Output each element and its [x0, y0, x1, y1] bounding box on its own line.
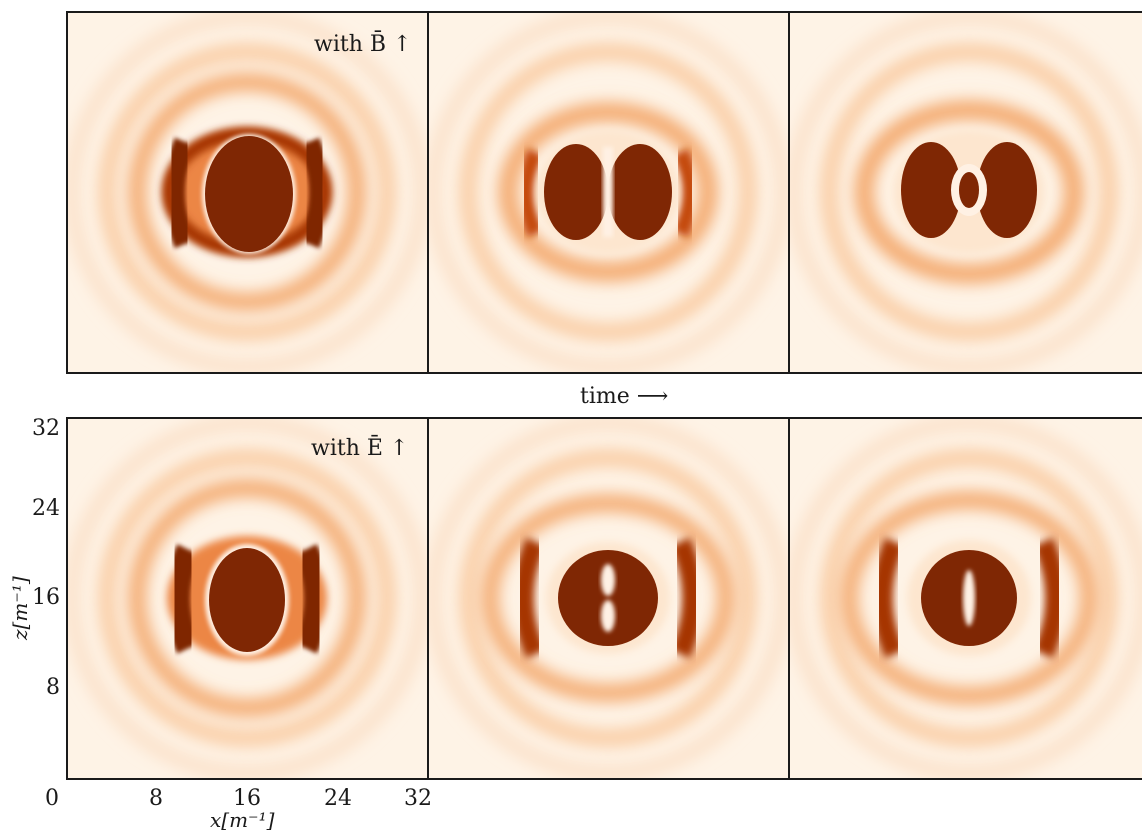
- top-row-top-border: [66, 11, 1142, 13]
- bottom-panel-3: [789, 418, 1142, 779]
- x-tick-0: 0: [45, 786, 59, 811]
- y-axis-label: z[m⁻¹]: [8, 576, 32, 640]
- bottom-row-left-border: [66, 417, 68, 780]
- field-image: [428, 12, 789, 373]
- top-row-annotation: with B̄ ↑: [314, 32, 412, 57]
- top-row-divider-2: [788, 11, 790, 374]
- x-tick-8: 8: [149, 786, 163, 811]
- top-panel-3: [789, 12, 1142, 373]
- top-row-left-border: [66, 11, 68, 374]
- field-image: [789, 12, 1142, 373]
- field-image: [67, 12, 428, 373]
- y-tick-8: 8: [46, 675, 60, 700]
- bottom-panel-2: [428, 418, 789, 779]
- time-arrow-label: time ⟶: [580, 384, 669, 409]
- bottom-panel-1: [67, 418, 428, 779]
- field-image: [428, 418, 789, 779]
- x-tick-24: 24: [324, 786, 352, 811]
- field-image: [789, 418, 1142, 779]
- y-tick-16: 16: [32, 585, 60, 610]
- x-tick-16: 16: [233, 786, 261, 811]
- bottom-row-divider-1: [427, 417, 429, 780]
- x-axis-label: x[m⁻¹]: [210, 808, 275, 832]
- top-panel-1: [67, 12, 428, 373]
- y-tick-32: 32: [32, 416, 60, 441]
- top-panel-2: [428, 12, 789, 373]
- x-tick-32: 32: [404, 786, 432, 811]
- bottom-row-bottom-border: [66, 778, 1142, 780]
- bottom-row-annotation: with Ē ↑: [311, 436, 409, 461]
- bottom-row-divider-2: [788, 417, 790, 780]
- bottom-row-top-border: [66, 417, 1142, 419]
- top-row-divider-1: [427, 11, 429, 374]
- y-tick-24: 24: [32, 496, 60, 521]
- top-row-bottom-border: [66, 372, 1142, 374]
- field-image: [67, 418, 428, 779]
